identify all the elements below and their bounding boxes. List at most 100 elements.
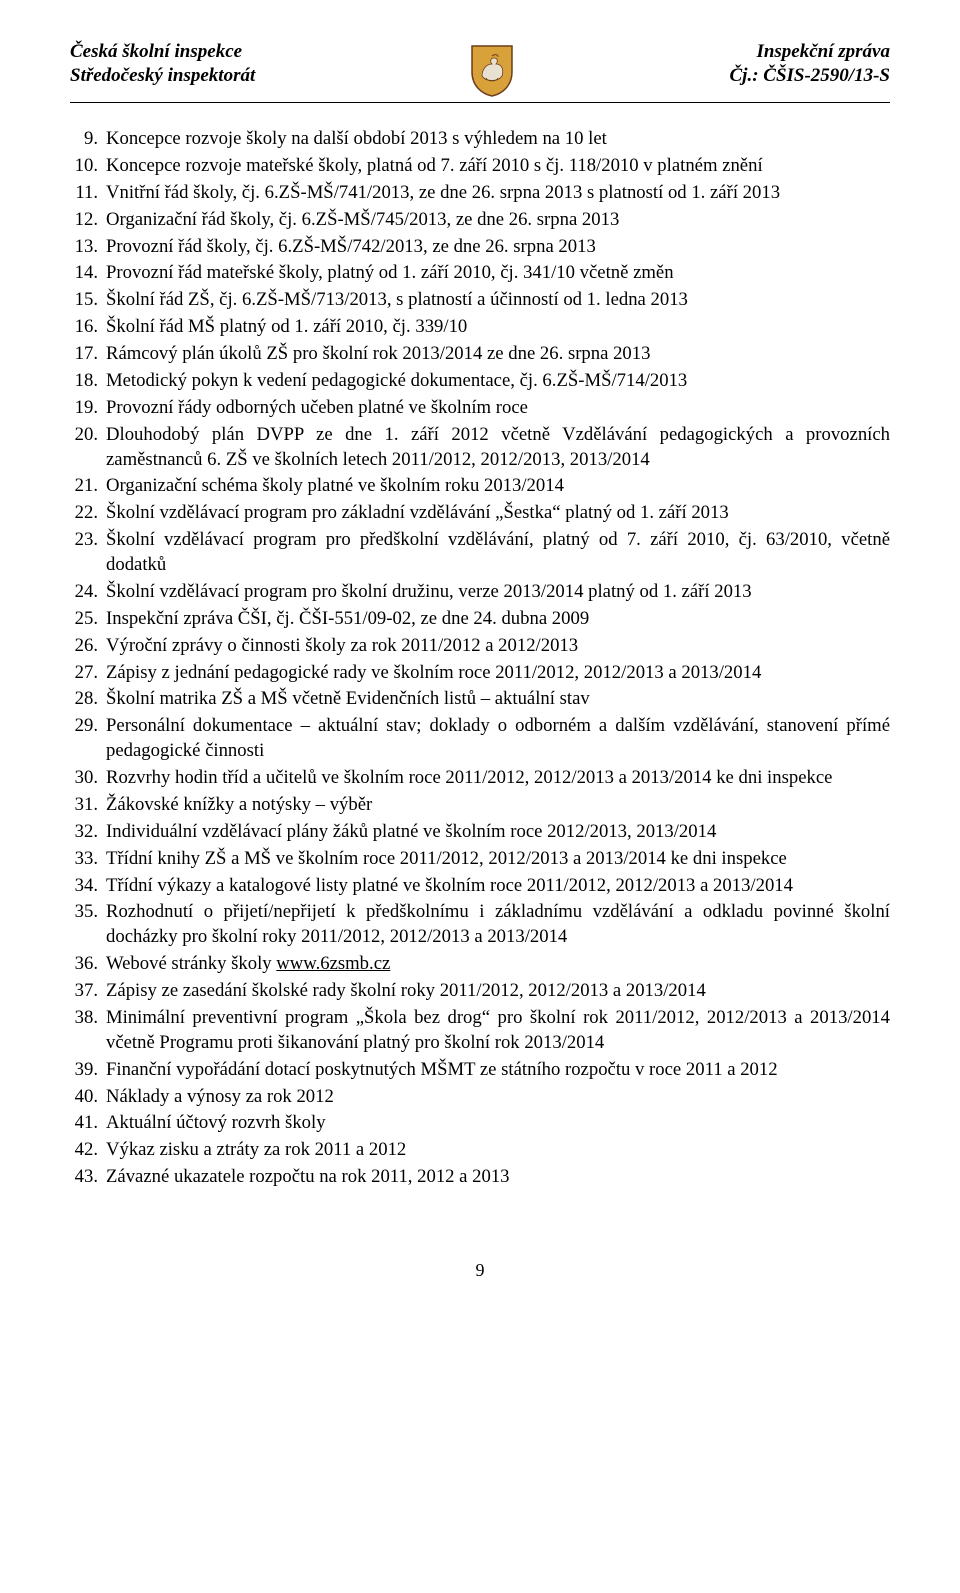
list-item-text: Organizační řád školy, čj. 6.ZŠ-MŠ/745/2… — [106, 208, 890, 233]
emblem-icon — [468, 42, 516, 98]
list-item-number: 31. — [70, 793, 106, 818]
list-item-number: 13. — [70, 235, 106, 260]
list-item-text: Inspekční zpráva ČŠI, čj. ČŠI-551/09-02,… — [106, 607, 890, 632]
page-number: 9 — [70, 1260, 890, 1281]
list-item-text: Koncepce rozvoje školy na další období 2… — [106, 127, 890, 152]
list-item-number: 19. — [70, 396, 106, 421]
list-item: 23.Školní vzdělávací program pro předško… — [70, 528, 890, 578]
list-item-number: 23. — [70, 528, 106, 578]
list-item-text: Žákovské knížky a notýsky – výběr — [106, 793, 890, 818]
list-item-number: 26. — [70, 634, 106, 659]
list-item-text: Organizační schéma školy platné ve školn… — [106, 474, 890, 499]
list-item-text: Školní řád MŠ platný od 1. září 2010, čj… — [106, 315, 890, 340]
list-item: 40.Náklady a výnosy za rok 2012 — [70, 1085, 890, 1110]
list-item-text: Dlouhodobý plán DVPP ze dne 1. září 2012… — [106, 423, 890, 473]
list-item-number: 17. — [70, 342, 106, 367]
list-item-number: 40. — [70, 1085, 106, 1110]
website-link[interactable]: www.6zsmb.cz — [276, 953, 390, 974]
list-item-number: 29. — [70, 714, 106, 764]
list-item-text: Provozní řád školy, čj. 6.ZŠ-MŠ/742/2013… — [106, 235, 890, 260]
org-name: Česká školní inspekce — [70, 40, 255, 64]
list-item-number: 27. — [70, 661, 106, 686]
list-item-text: Minimální preventivní program „Škola bez… — [106, 1006, 890, 1056]
list-item-text: Individuální vzdělávací plány žáků platn… — [106, 820, 890, 845]
list-item-text-prefix: Webové stránky školy — [106, 953, 276, 974]
list-item: 38.Minimální preventivní program „Škola … — [70, 1006, 890, 1056]
list-item-text: Školní vzdělávací program pro předškolní… — [106, 528, 890, 578]
list-item-text: Třídní knihy ZŠ a MŠ ve školním roce 201… — [106, 847, 890, 872]
list-item-text: Koncepce rozvoje mateřské školy, platná … — [106, 154, 890, 179]
list-item-number: 11. — [70, 181, 106, 206]
list-item-text: Náklady a výnosy za rok 2012 — [106, 1085, 890, 1110]
list-item-number: 20. — [70, 423, 106, 473]
org-subunit: Středočeský inspektorát — [70, 64, 255, 88]
list-item-number: 32. — [70, 820, 106, 845]
list-item: 17.Rámcový plán úkolů ZŠ pro školní rok … — [70, 342, 890, 367]
numbered-list: 9.Koncepce rozvoje školy na další období… — [70, 127, 890, 1190]
list-item: 37.Zápisy ze zasedání školské rady školn… — [70, 979, 890, 1004]
list-item-number: 34. — [70, 874, 106, 899]
list-item-number: 30. — [70, 766, 106, 791]
document-page: Česká školní inspekce Středočeský inspek… — [0, 0, 960, 1341]
list-item-text: Školní řád ZŠ, čj. 6.ZŠ-MŠ/713/2013, s p… — [106, 288, 890, 313]
list-item-text: Metodický pokyn k vedení pedagogické dok… — [106, 369, 890, 394]
list-item-number: 39. — [70, 1058, 106, 1083]
list-item-number: 15. — [70, 288, 106, 313]
list-item: 13.Provozní řád školy, čj. 6.ZŠ-MŠ/742/2… — [70, 235, 890, 260]
list-item: 18.Metodický pokyn k vedení pedagogické … — [70, 369, 890, 394]
list-item-number: 14. — [70, 261, 106, 286]
list-item-text: Rozvrhy hodin tříd a učitelů ve školním … — [106, 766, 890, 791]
list-item-text: Výkaz zisku a ztráty za rok 2011 a 2012 — [106, 1138, 890, 1163]
list-item: 27.Zápisy z jednání pedagogické rady ve … — [70, 661, 890, 686]
list-item-number: 37. — [70, 979, 106, 1004]
list-item: 26.Výroční zprávy o činnosti školy za ro… — [70, 634, 890, 659]
list-item: 32.Individuální vzdělávací plány žáků pl… — [70, 820, 890, 845]
list-item-text: Zápisy ze zasedání školské rady školní r… — [106, 979, 890, 1004]
list-item: 28.Školní matrika ZŠ a MŠ včetně Evidenč… — [70, 687, 890, 712]
list-item: 30.Rozvrhy hodin tříd a učitelů ve školn… — [70, 766, 890, 791]
list-item-number: 25. — [70, 607, 106, 632]
list-item: 9.Koncepce rozvoje školy na další období… — [70, 127, 890, 152]
list-item-text: Finanční vypořádání dotací poskytnutých … — [106, 1058, 890, 1083]
list-item-text: Třídní výkazy a katalogové listy platné … — [106, 874, 890, 899]
list-item: 34.Třídní výkazy a katalogové listy plat… — [70, 874, 890, 899]
list-item: 11.Vnitřní řád školy, čj. 6.ZŠ-MŠ/741/20… — [70, 181, 890, 206]
list-item-number: 22. — [70, 501, 106, 526]
list-item-number: 43. — [70, 1165, 106, 1190]
list-item: 41.Aktuální účtový rozvrh školy — [70, 1111, 890, 1136]
list-item: 10.Koncepce rozvoje mateřské školy, plat… — [70, 154, 890, 179]
list-item-number: 10. — [70, 154, 106, 179]
list-item-text: Rámcový plán úkolů ZŠ pro školní rok 201… — [106, 342, 890, 367]
list-item: 21.Organizační schéma školy platné ve šk… — [70, 474, 890, 499]
page-header: Česká školní inspekce Středočeský inspek… — [70, 40, 890, 103]
header-left: Česká školní inspekce Středočeský inspek… — [70, 40, 255, 88]
report-ref: Čj.: ČŠIS-2590/13-S — [730, 64, 890, 88]
list-item: 33.Třídní knihy ZŠ a MŠ ve školním roce … — [70, 847, 890, 872]
list-item-text: Rozhodnutí o přijetí/nepřijetí k předško… — [106, 900, 890, 950]
list-item: 25.Inspekční zpráva ČŠI, čj. ČŠI-551/09-… — [70, 607, 890, 632]
list-item: 35.Rozhodnutí o přijetí/nepřijetí k před… — [70, 900, 890, 950]
list-item-text: Personální dokumentace – aktuální stav; … — [106, 714, 890, 764]
list-item-number: 18. — [70, 369, 106, 394]
list-item-text: Provozní řád mateřské školy, platný od 1… — [106, 261, 890, 286]
list-item-text: Provozní řády odborných učeben platné ve… — [106, 396, 890, 421]
list-item-number: 12. — [70, 208, 106, 233]
list-item: 12.Organizační řád školy, čj. 6.ZŠ-MŠ/74… — [70, 208, 890, 233]
list-item: 31.Žákovské knížky a notýsky – výběr — [70, 793, 890, 818]
list-item-number: 35. — [70, 900, 106, 950]
list-item-text: Aktuální účtový rozvrh školy — [106, 1111, 890, 1136]
list-item: 19.Provozní řády odborných učeben platné… — [70, 396, 890, 421]
list-item: 43.Závazné ukazatele rozpočtu na rok 201… — [70, 1165, 890, 1190]
list-item-number: 36. — [70, 952, 106, 977]
list-item: 36.Webové stránky školy www.6zsmb.cz — [70, 952, 890, 977]
list-item: 42.Výkaz zisku a ztráty za rok 2011 a 20… — [70, 1138, 890, 1163]
list-item-text: Závazné ukazatele rozpočtu na rok 2011, … — [106, 1165, 890, 1190]
list-item: 15. Školní řád ZŠ, čj. 6.ZŠ-MŠ/713/2013,… — [70, 288, 890, 313]
list-item-text: Výroční zprávy o činnosti školy za rok 2… — [106, 634, 890, 659]
header-right: Inspekční zpráva Čj.: ČŠIS-2590/13-S — [730, 40, 890, 88]
list-item-text: Webové stránky školy www.6zsmb.cz — [106, 952, 890, 977]
list-item-text: Školní vzdělávací program pro základní v… — [106, 501, 890, 526]
list-item-number: 16. — [70, 315, 106, 340]
list-item-text: Vnitřní řád školy, čj. 6.ZŠ-MŠ/741/2013,… — [106, 181, 890, 206]
list-item-text: Zápisy z jednání pedagogické rady ve ško… — [106, 661, 890, 686]
